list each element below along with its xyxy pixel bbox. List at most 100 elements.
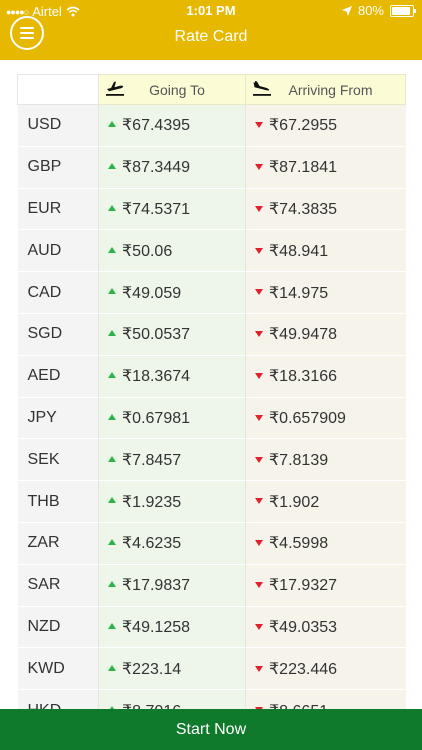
down-arrow-icon (255, 581, 263, 588)
up-arrow-icon (108, 371, 116, 378)
currency-code: EUR (17, 187, 99, 230)
going-rate-cell: ₹74.5371 (98, 187, 246, 230)
status-left: ●●●●○ Airtel (6, 4, 80, 19)
going-rate: ₹17.9837 (122, 577, 191, 595)
down-arrow-icon (255, 331, 263, 338)
arriving-rate: ₹7.8139 (269, 451, 329, 469)
arriving-rate-cell: ₹18.3166 (245, 354, 406, 398)
arriving-rate-cell: ₹223.446 (245, 647, 406, 690)
down-arrow-icon (255, 372, 263, 379)
up-arrow-icon (108, 162, 116, 169)
arriving-rate-cell: ₹0.657909 (245, 396, 406, 439)
going-rate: ₹74.5371 (122, 200, 191, 218)
arriving-rate-cell: ₹49.0353 (245, 605, 406, 648)
going-rate: ₹87.3449 (122, 159, 191, 177)
arriving-rate-cell: ₹74.3835 (245, 187, 406, 230)
currency-code: THB (17, 480, 99, 523)
table-row: EUR ₹74.5371 ₹74.3835 (17, 187, 406, 230)
status-right: 80% (341, 3, 416, 18)
currency-code: ZAR (17, 521, 99, 565)
arriving-rate: ₹48.941 (269, 242, 329, 260)
table-row: CAD ₹49.059 ₹14.975 (17, 271, 406, 314)
table-row: ZAR ₹4.6235 ₹4.5998 (17, 521, 406, 565)
table-row: SGD ₹50.0537 ₹49.9478 (17, 312, 406, 356)
currency-code: SEK (17, 438, 99, 481)
currency-code: KWD (17, 647, 99, 690)
currency-code: GBP (17, 145, 99, 189)
down-arrow-icon (255, 414, 263, 421)
arriving-rate: ₹74.3835 (269, 200, 338, 218)
going-rate-cell: ₹1.9235 (98, 480, 246, 523)
down-arrow-icon (255, 665, 263, 672)
up-arrow-icon (108, 455, 116, 462)
going-rate-cell: ₹18.3674 (98, 354, 246, 398)
up-arrow-icon (108, 121, 116, 128)
wifi-icon (66, 6, 80, 17)
table-row: USD ₹67.4395 ₹67.2955 (17, 104, 406, 147)
currency-code: NZD (17, 605, 99, 648)
status-bar: ●●●●○ Airtel 1:01 PM 80% (0, 0, 422, 22)
down-arrow-icon (255, 623, 263, 630)
going-rate: ₹1.9235 (122, 493, 182, 511)
arriving-rate-cell: ₹14.975 (245, 271, 406, 314)
arriving-rate-cell: ₹87.1841 (245, 145, 406, 189)
down-arrow-icon (255, 205, 263, 212)
arriving-rate: ₹49.0353 (269, 618, 338, 636)
battery-percent: 80% (357, 3, 384, 18)
going-rate-cell: ₹67.4395 (98, 104, 246, 147)
up-arrow-icon (108, 539, 116, 546)
going-rate-cell: ₹223.14 (98, 647, 246, 690)
rate-table-container: Going To Arriving From USD ₹67.4395 ₹67.29… (17, 74, 406, 731)
going-rate: ₹18.3674 (122, 368, 191, 386)
currency-code: AED (17, 354, 99, 398)
currency-code: USD (17, 104, 99, 147)
arriving-rate: ₹4.5998 (269, 535, 329, 553)
down-arrow-icon (255, 163, 263, 170)
table-row: SAR ₹17.9837 ₹17.9327 (17, 563, 406, 607)
down-arrow-icon (255, 456, 263, 463)
arriving-rate-cell: ₹48.941 (245, 229, 406, 272)
going-rate: ₹4.6235 (122, 535, 182, 553)
currency-code: AUD (17, 229, 99, 272)
arriving-rate-cell: ₹67.2955 (245, 104, 406, 147)
up-arrow-icon (108, 246, 116, 253)
down-arrow-icon (255, 247, 263, 254)
currency-code: JPY (17, 396, 99, 439)
currency-code: SAR (17, 563, 99, 607)
going-rate-cell: ₹50.06 (98, 229, 246, 272)
going-rate: ₹50.06 (122, 242, 173, 260)
header-blank-cell (17, 74, 99, 105)
going-rate: ₹49.059 (122, 284, 182, 302)
plane-landing-icon (253, 81, 271, 96)
down-arrow-icon (255, 122, 263, 129)
start-now-button[interactable]: Start Now (0, 709, 422, 750)
table-row: KWD ₹223.14 ₹223.446 (17, 647, 406, 690)
going-rate-cell: ₹7.8457 (98, 438, 246, 481)
going-rate-cell: ₹4.6235 (98, 521, 246, 565)
table-row: JPY ₹0.67981 ₹0.657909 (17, 396, 406, 439)
table-row: AED ₹18.3674 ₹18.3166 (17, 354, 406, 398)
header-going-to: Going To (98, 74, 246, 105)
status-time: 1:01 PM (186, 3, 236, 18)
up-arrow-icon (108, 413, 116, 420)
going-rate-cell: ₹49.1258 (98, 605, 246, 648)
going-rate: ₹0.67981 (122, 409, 191, 427)
going-rate: ₹49.1258 (122, 618, 191, 636)
up-arrow-icon (108, 330, 116, 337)
location-arrow-icon (341, 5, 352, 16)
going-rate-cell: ₹50.0537 (98, 312, 246, 356)
rate-table: Going To Arriving From USD ₹67.4395 ₹67.29… (17, 74, 406, 731)
up-arrow-icon (108, 288, 116, 295)
table-row: GBP ₹87.3449 ₹87.1841 (17, 145, 406, 189)
going-rate: ₹223.14 (122, 660, 182, 678)
arriving-rate: ₹223.446 (269, 660, 338, 678)
going-rate-cell: ₹87.3449 (98, 145, 246, 189)
going-rate-cell: ₹17.9837 (98, 563, 246, 607)
going-rate-cell: ₹49.059 (98, 271, 246, 314)
menu-button[interactable] (10, 16, 44, 50)
going-rate-cell: ₹0.67981 (98, 396, 246, 439)
table-row: SEK ₹7.8457 ₹7.8139 (17, 438, 406, 481)
battery-icon (390, 4, 416, 17)
arriving-rate: ₹67.2955 (269, 117, 338, 135)
arriving-rate: ₹17.9327 (269, 577, 338, 595)
